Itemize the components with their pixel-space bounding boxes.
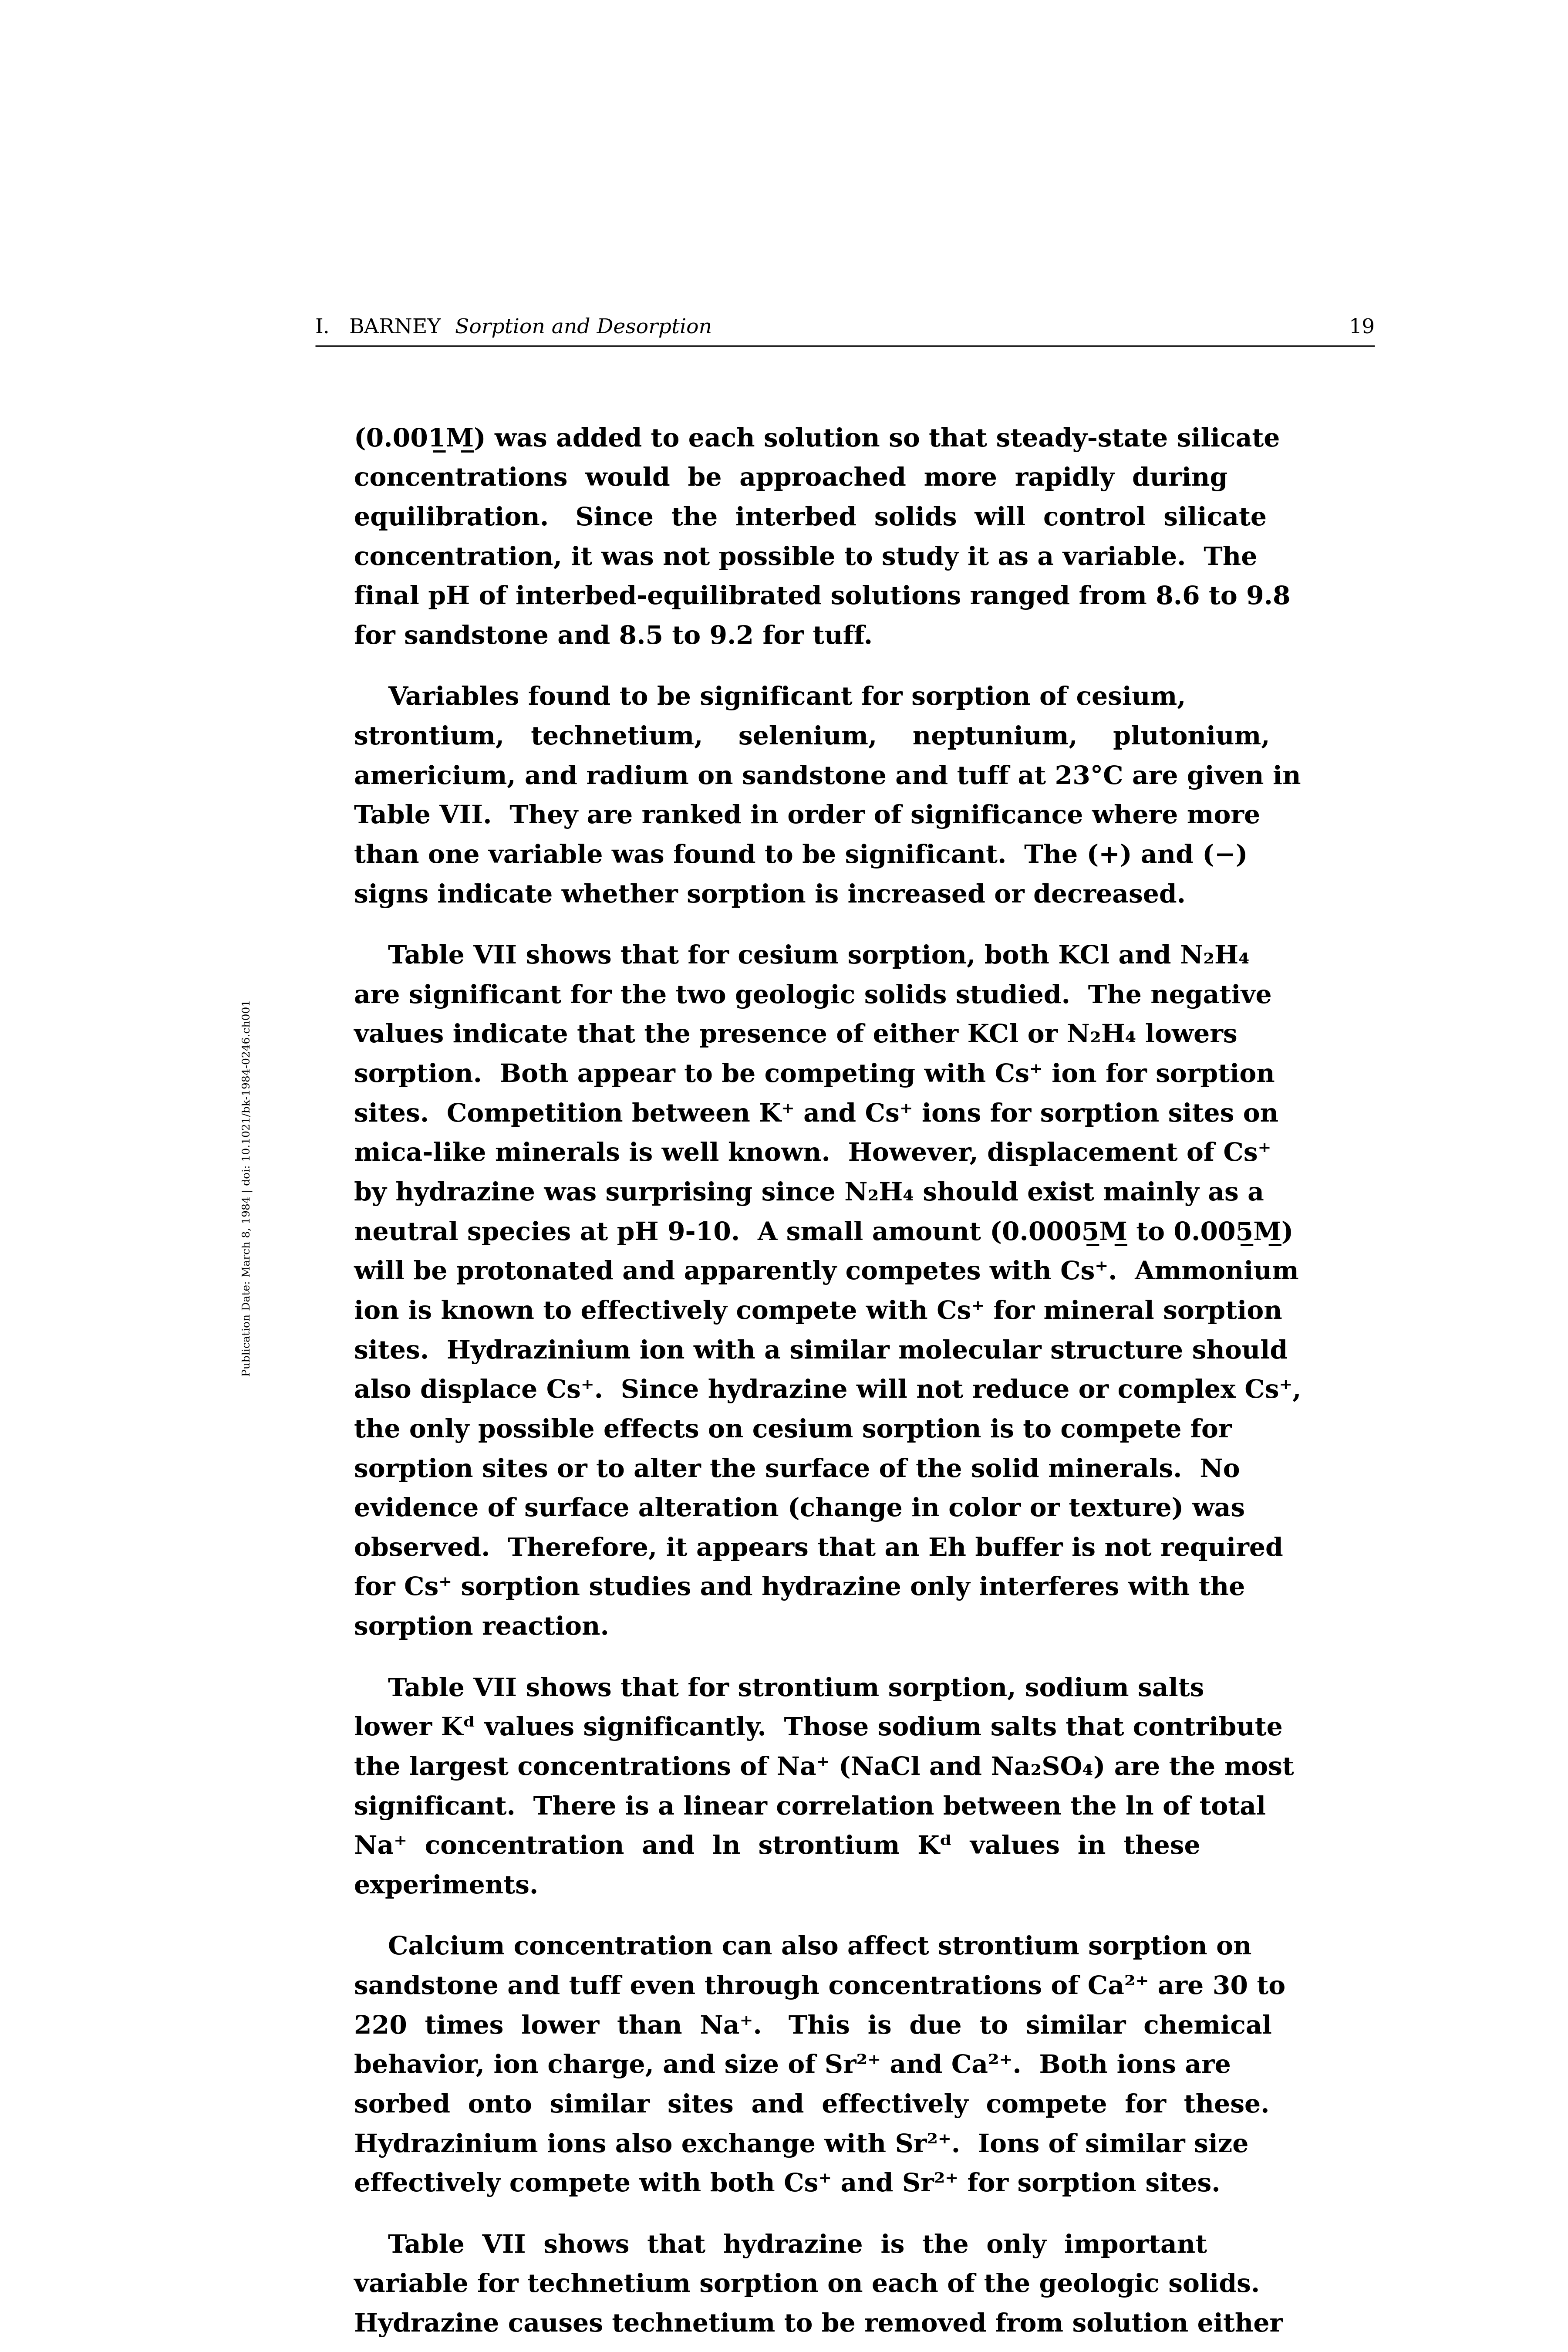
Text: strontium,   technetium,    selenium,    neptunium,    plutonium,: strontium, technetium, selenium, neptuni… bbox=[354, 724, 1270, 750]
Text: sandstone and tuff even through concentrations of Ca²⁺ are 30 to: sandstone and tuff even through concentr… bbox=[354, 1976, 1286, 1999]
Text: sites.  Competition between K⁺ and Cs⁺ ions for sorption sites on: sites. Competition between K⁺ and Cs⁺ io… bbox=[354, 1103, 1278, 1127]
Text: ion is known to effectively compete with Cs⁺ for mineral sorption: ion is known to effectively compete with… bbox=[354, 1301, 1283, 1324]
Text: Table  VII  shows  that  hydrazine  is  the  only  important: Table VII shows that hydrazine is the on… bbox=[387, 2234, 1207, 2258]
Text: Table VII shows that for cesium sorption, both KCl and N₂H₄: Table VII shows that for cesium sorption… bbox=[387, 946, 1250, 969]
Text: Publication Date: March 8, 1984 | doi: 10.1021/bk-1984-0246.ch001: Publication Date: March 8, 1984 | doi: 1… bbox=[241, 1000, 252, 1376]
Text: Na⁺  concentration  and  ln  strontium  Kᵈ  values  in  these: Na⁺ concentration and ln strontium Kᵈ va… bbox=[354, 1835, 1200, 1858]
Text: 19: 19 bbox=[1348, 318, 1375, 336]
Text: will be protonated and apparently competes with Cs⁺.  Ammonium: will be protonated and apparently compet… bbox=[354, 1261, 1300, 1284]
Text: for sandstone and 8.5 to 9.2 for tuff.: for sandstone and 8.5 to 9.2 for tuff. bbox=[354, 626, 873, 649]
Text: values indicate that the presence of either KCl or N₂H₄ lowers: values indicate that the presence of eit… bbox=[354, 1023, 1237, 1047]
Text: I.: I. bbox=[315, 318, 329, 336]
Text: concentrations  would  be  approached  more  rapidly  during: concentrations would be approached more … bbox=[354, 466, 1228, 492]
Text: 220  times  lower  than  Na⁺.   This  is  due  to  similar  chemical: 220 times lower than Na⁺. This is due to… bbox=[354, 2013, 1272, 2039]
Text: sorption reaction.: sorption reaction. bbox=[354, 1616, 608, 1639]
Text: neutral species at pH 9-10.  A small amount (0.0005̲M̲ to 0.005̲M̲): neutral species at pH 9-10. A small amou… bbox=[354, 1221, 1294, 1247]
Text: Hydrazine causes technetium to be removed from solution either: Hydrazine causes technetium to be remove… bbox=[354, 2312, 1283, 2338]
Text: the only possible effects on cesium sorption is to compete for: the only possible effects on cesium sorp… bbox=[354, 1418, 1231, 1442]
Text: Table VII.  They are ranked in order of significance where more: Table VII. They are ranked in order of s… bbox=[354, 804, 1261, 828]
Text: americium, and radium on sandstone and tuff at 23°C are given in: americium, and radium on sandstone and t… bbox=[354, 764, 1301, 790]
Text: the largest concentrations of Na⁺ (NaCl and Na₂SO₄) are the most: the largest concentrations of Na⁺ (NaCl … bbox=[354, 1755, 1294, 1780]
Text: sorption.  Both appear to be competing with Cs⁺ ion for sorption: sorption. Both appear to be competing wi… bbox=[354, 1063, 1275, 1087]
Text: significant.  There is a linear correlation between the ln of total: significant. There is a linear correlati… bbox=[354, 1795, 1265, 1820]
Text: Sorption and Desorption: Sorption and Desorption bbox=[455, 318, 712, 336]
Text: signs indicate whether sorption is increased or decreased.: signs indicate whether sorption is incre… bbox=[354, 882, 1185, 908]
Text: by hydrazine was surprising since N₂H₄ should exist mainly as a: by hydrazine was surprising since N₂H₄ s… bbox=[354, 1181, 1264, 1207]
Text: sorbed  onto  similar  sites  and  effectively  compete  for  these.: sorbed onto similar sites and effectivel… bbox=[354, 2093, 1270, 2119]
Text: effectively compete with both Cs⁺ and Sr²⁺ for sorption sites.: effectively compete with both Cs⁺ and Sr… bbox=[354, 2173, 1220, 2197]
Text: lower Kᵈ values significantly.  Those sodium salts that contribute: lower Kᵈ values significantly. Those sod… bbox=[354, 1717, 1283, 1740]
Text: are significant for the two geologic solids studied.  The negative: are significant for the two geologic sol… bbox=[354, 983, 1272, 1009]
Text: sorption sites or to alter the surface of the solid minerals.  No: sorption sites or to alter the surface o… bbox=[354, 1458, 1240, 1482]
Text: sites.  Hydrazinium ion with a similar molecular structure should: sites. Hydrazinium ion with a similar mo… bbox=[354, 1338, 1287, 1364]
Text: observed.  Therefore, it appears that an Eh buffer is not required: observed. Therefore, it appears that an … bbox=[354, 1536, 1283, 1562]
Text: Variables found to be significant for sorption of cesium,: Variables found to be significant for so… bbox=[387, 687, 1185, 710]
Text: final pH of interbed-equilibrated solutions ranged from 8.6 to 9.8: final pH of interbed-equilibrated soluti… bbox=[354, 586, 1290, 609]
Text: Table VII shows that for strontium sorption, sodium salts: Table VII shows that for strontium sorpt… bbox=[387, 1677, 1204, 1700]
Text: evidence of surface alteration (change in color or texture) was: evidence of surface alteration (change i… bbox=[354, 1498, 1245, 1522]
Text: Calcium concentration can also affect strontium sorption on: Calcium concentration can also affect st… bbox=[387, 1936, 1251, 1959]
Text: than one variable was found to be significant.  The (+) and (−): than one variable was found to be signif… bbox=[354, 844, 1248, 868]
Text: for Cs⁺ sorption studies and hydrazine only interferes with the: for Cs⁺ sorption studies and hydrazine o… bbox=[354, 1576, 1245, 1602]
Text: mica-like minerals is well known.  However, displacement of Cs⁺: mica-like minerals is well known. Howeve… bbox=[354, 1141, 1272, 1167]
Text: Hydrazinium ions also exchange with Sr²⁺.  Ions of similar size: Hydrazinium ions also exchange with Sr²⁺… bbox=[354, 2133, 1248, 2157]
Text: variable for technetium sorption on each of the geologic solids.: variable for technetium sorption on each… bbox=[354, 2272, 1259, 2298]
Text: BARNEY: BARNEY bbox=[350, 318, 441, 336]
Text: behavior, ion charge, and size of Sr²⁺ and Ca²⁺.  Both ions are: behavior, ion charge, and size of Sr²⁺ a… bbox=[354, 2053, 1231, 2079]
Text: concentration, it was not possible to study it as a variable.  The: concentration, it was not possible to st… bbox=[354, 546, 1258, 572]
Text: (0.001̲M̲) was added to each solution so that steady-state silicate: (0.001̲M̲) was added to each solution so… bbox=[354, 428, 1279, 452]
Text: also displace Cs⁺.  Since hydrazine will not reduce or complex Cs⁺,: also displace Cs⁺. Since hydrazine will … bbox=[354, 1378, 1301, 1404]
Text: equilibration.   Since  the  interbed  solids  will  control  silicate: equilibration. Since the interbed solids… bbox=[354, 506, 1267, 532]
Text: experiments.: experiments. bbox=[354, 1875, 539, 1898]
